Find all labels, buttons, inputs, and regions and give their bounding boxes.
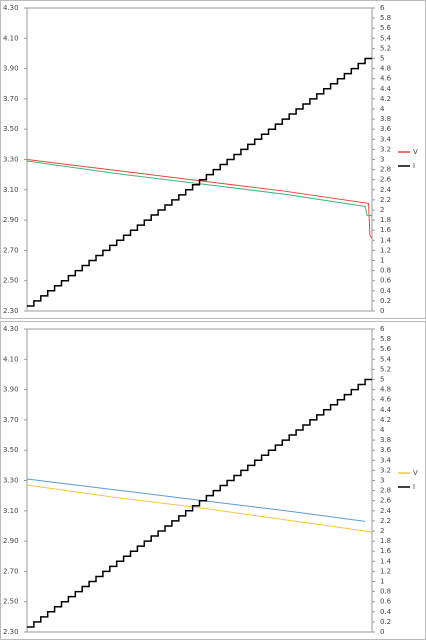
panel-border: [0, 321, 426, 640]
y2-tick-label: 1.4: [380, 557, 392, 565]
y2-tick-label: 4.2: [380, 95, 391, 103]
y-tick-label: 4.30: [3, 4, 19, 12]
y-tick-label: 4.30: [3, 325, 19, 333]
legend-label: I: [413, 483, 415, 491]
y-tick-label: 3.90: [3, 386, 19, 394]
y2-tick-label: 1.4: [380, 236, 392, 244]
y2-tick-label: 0.4: [380, 287, 392, 295]
y2-tick-label: 0.6: [380, 277, 392, 285]
y2-tick-label: 2.6: [380, 497, 392, 505]
data-line: [27, 378, 372, 628]
y2-tick-label: 3: [380, 156, 384, 164]
y-tick-label: 3.70: [3, 416, 19, 424]
y2-tick-label: 1.2: [380, 246, 391, 254]
y-tick-label: 3.10: [3, 186, 19, 194]
y2-tick-label: 0.4: [380, 608, 392, 616]
y2-tick-label: 6: [380, 325, 385, 333]
y2-tick-label: 2.8: [380, 166, 391, 174]
y2-tick-label: 1.8: [380, 537, 391, 545]
y2-tick-label: 0.8: [380, 588, 391, 596]
data-line: [26, 159, 373, 239]
y2-tick-label: 1.8: [380, 216, 391, 224]
y-tick-label: 3.90: [3, 65, 19, 73]
y2-tick-label: 4.4: [380, 85, 392, 93]
y2-tick-label: 5.2: [380, 365, 391, 373]
y2-tick-label: 5.4: [380, 355, 392, 363]
panel-border: [0, 0, 426, 319]
plot-frame: [26, 7, 373, 312]
y2-tick-label: 1: [380, 257, 384, 265]
y2-tick-label: 2: [380, 527, 384, 535]
y2-tick-label: 2.2: [380, 196, 391, 204]
y-tick-label: 2.90: [3, 537, 19, 545]
y-tick-label: 3.30: [3, 477, 19, 485]
y2-tick-label: 1.6: [380, 226, 392, 234]
data-line: [26, 160, 372, 217]
y2-tick-label: 1.2: [380, 567, 391, 575]
data-line: [26, 484, 373, 533]
y2-tick-label: 4.4: [380, 406, 392, 414]
y2-tick-label: 3.6: [380, 125, 392, 133]
plot-frame: [26, 328, 373, 633]
y-tick-label: 2.30: [3, 628, 19, 636]
y2-tick-label: 3.8: [380, 115, 391, 123]
y2-tick-label: 2.8: [380, 487, 391, 495]
y-tick-label: 3.70: [3, 95, 19, 103]
y2-tick-label: 5.8: [380, 335, 391, 343]
y2-tick-label: 4.6: [380, 75, 392, 83]
y2-tick-label: 4.8: [380, 65, 391, 73]
y-tick-label: 2.90: [3, 216, 19, 224]
y2-tick-label: 5.6: [380, 345, 392, 353]
y2-tick-label: 4.2: [380, 416, 391, 424]
y2-tick-label: 2.2: [380, 517, 391, 525]
y2-tick-label: 0.8: [380, 267, 391, 275]
y2-tick-label: 3.6: [380, 446, 392, 454]
y-tick-label: 3.10: [3, 507, 19, 515]
legend-label: I: [413, 162, 415, 170]
y2-tick-label: 1.6: [380, 547, 392, 555]
y2-tick-label: 5: [380, 376, 384, 384]
y2-tick-label: 3: [380, 477, 384, 485]
y-tick-label: 2.70: [3, 246, 19, 254]
y2-tick-label: 4: [380, 426, 385, 434]
y2-tick-label: 0.2: [380, 618, 391, 626]
y2-tick-label: 5: [380, 55, 384, 63]
y2-tick-label: 5.2: [380, 44, 391, 52]
y2-tick-label: 6: [380, 4, 385, 12]
y2-tick-label: 5.4: [380, 34, 392, 42]
y2-tick-label: 3.4: [380, 135, 392, 143]
y-tick-label: 4.10: [3, 355, 19, 363]
y2-tick-label: 0: [380, 628, 384, 636]
y-tick-label: 3.50: [3, 446, 19, 454]
y2-tick-label: 0.6: [380, 598, 392, 606]
y2-tick-label: 3.2: [380, 466, 391, 474]
legend-label: V: [413, 148, 418, 156]
y2-tick-label: 2.4: [380, 507, 392, 515]
y2-tick-label: 3.4: [380, 456, 392, 464]
y2-tick-label: 2: [380, 206, 384, 214]
y2-tick-label: 2.6: [380, 176, 392, 184]
y2-tick-label: 0.2: [380, 297, 391, 305]
y2-tick-label: 3.8: [380, 436, 391, 444]
y2-tick-label: 1: [380, 578, 384, 586]
y2-tick-label: 0: [380, 307, 384, 315]
y-tick-label: 3.30: [3, 156, 19, 164]
y2-tick-label: 4.6: [380, 396, 392, 404]
y-tick-label: 3.50: [3, 125, 19, 133]
y-tick-label: 2.50: [3, 598, 19, 606]
y2-tick-label: 3.2: [380, 145, 391, 153]
y-tick-label: 4.10: [3, 34, 19, 42]
y2-tick-label: 5.8: [380, 14, 391, 22]
y2-tick-label: 4.8: [380, 386, 391, 394]
y2-tick-label: 5.6: [380, 24, 392, 32]
y-tick-label: 2.70: [3, 567, 19, 575]
y-tick-label: 2.50: [3, 277, 19, 285]
y-tick-label: 2.30: [3, 307, 19, 315]
y2-tick-label: 2.4: [380, 186, 392, 194]
legend-label: V: [413, 469, 418, 477]
y2-tick-label: 4: [380, 105, 385, 113]
data-line: [27, 57, 372, 307]
data-line: [26, 478, 366, 522]
